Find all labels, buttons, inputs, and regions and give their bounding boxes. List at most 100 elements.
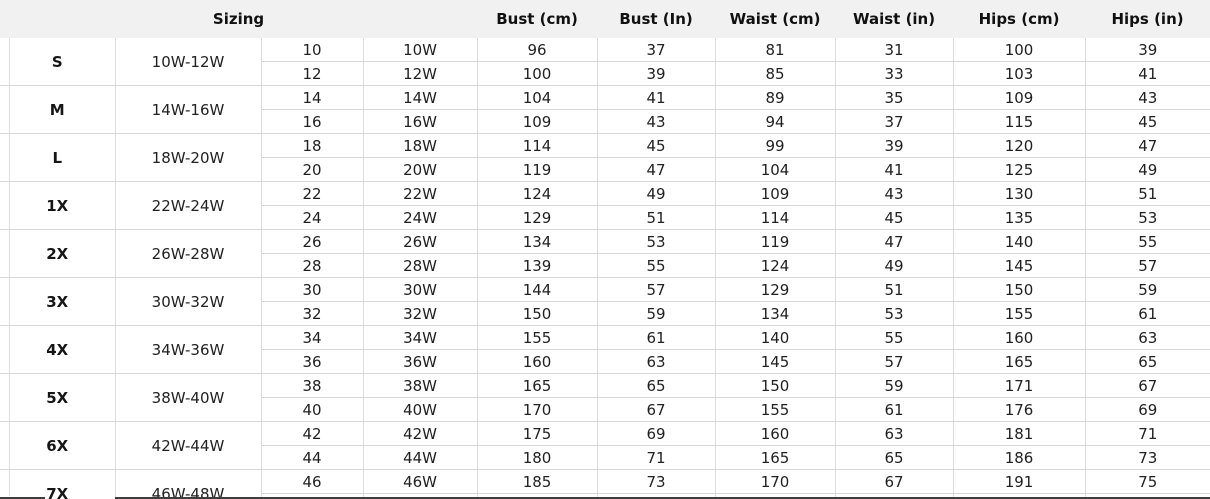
bust_cm-cell: 155 [477,325,598,350]
size-label-cell: 2X [0,229,116,278]
hips_cm-cell: 150 [953,277,1086,302]
waist_cm-cell: 114 [715,205,836,230]
table-row: 20 20W 119 47 104 41 125 49 [0,157,1210,182]
waist_in-cell: 37 [835,109,954,134]
size_w-cell: 46W [363,469,478,494]
waist_cm-cell: 89 [715,85,836,110]
size-label-cell: L [0,133,116,182]
table-row: 6X 42W-44W 42 42W 175 69 160 63 181 71 [0,421,1210,470]
size_number-cell: 30 [261,277,364,302]
size_number-cell: 34 [261,325,364,350]
waist_in-cell: 59 [835,373,954,398]
waist_in-cell: 65 [835,445,954,470]
waist_cm-cell: 165 [715,445,836,470]
waist_in-cell: 35 [835,85,954,110]
waist_cm-cell: 129 [715,277,836,302]
hips_in-cell: 73 [1085,445,1210,470]
size-label-cell: 3X [0,277,116,326]
hips_in-cell: 49 [1085,157,1210,182]
size-label-cell: 7X [0,469,116,499]
bust_in-cell: 55 [597,253,716,278]
hips_in-cell: 47 [1085,133,1210,158]
size_number-cell: 16 [261,109,364,134]
size_number-cell: 44 [261,445,364,470]
table-row: 2X 26W-28W 26 26W 134 53 119 47 140 55 [0,229,1210,278]
bust_in-cell: 61 [597,325,716,350]
size-range-cell: 38W-40W [115,373,262,422]
size_number-cell: 36 [261,349,364,374]
hips_cm-cell: 181 [953,421,1086,446]
waist_in-cell: 39 [835,133,954,158]
hips_in-cell: 67 [1085,373,1210,398]
size-label-cell: 5X [0,373,116,422]
table-row: 7X 46W-48W 46 46W 185 73 170 67 191 75 [0,469,1210,499]
hips_cm-cell: 140 [953,229,1086,254]
table-row: 36 36W 160 63 145 57 165 65 [0,349,1210,374]
size_w-cell: 32W [363,301,478,326]
size-range-cell: 34W-36W [115,325,262,374]
waist_cm-cell: 170 [715,469,836,494]
size_w-cell: 10W [363,38,478,62]
size-label-cell: 1X [0,181,116,230]
bust_in-cell: 71 [597,445,716,470]
column-header: Hips (in) [1085,0,1210,38]
waist_cm-cell: 94 [715,109,836,134]
header-row: Sizing Bust (cm) Bust (In) Waist (cm) Waist … [0,0,1210,38]
table-header: Sizing Bust (cm) Bust (In) Waist (cm) Waist … [0,0,1210,38]
bust_in-cell: 45 [597,133,716,158]
waist_in-cell: 31 [835,38,954,62]
hips_in-cell: 43 [1085,85,1210,110]
waist_cm-cell: 160 [715,421,836,446]
bust_cm-cell: 96 [477,38,598,62]
bust_cm-cell: 144 [477,277,598,302]
size_number-cell: 10 [261,38,364,62]
size_w-cell: 14W [363,85,478,110]
hips_in-cell: 65 [1085,349,1210,374]
bust_cm-cell: 160 [477,349,598,374]
size_w-cell: 28W [363,253,478,278]
size_w-cell: 44W [363,445,478,470]
size_w-cell: 26W [363,229,478,254]
bust_in-cell: 57 [597,277,716,302]
waist_in-cell: 63 [835,421,954,446]
size_w-cell: 24W [363,205,478,230]
size_number-cell: 14 [261,85,364,110]
size_number-cell: 12 [261,61,364,86]
table-row: 1X 22W-24W 22 22W 124 49 109 43 130 51 [0,181,1210,230]
hips_cm-cell: 191 [953,469,1086,494]
size_w-cell: 36W [363,349,478,374]
table-row: S 10W-12W 10 10W 96 37 81 31 100 39 [0,38,1210,86]
waist_cm-cell: 150 [715,373,836,398]
waist_in-cell: 45 [835,205,954,230]
size_number-cell: 24 [261,205,364,230]
bust_cm-cell: 139 [477,253,598,278]
waist_in-cell: 53 [835,301,954,326]
size_w-cell: 42W [363,421,478,446]
bust_cm-cell: 150 [477,301,598,326]
waist_in-cell: 55 [835,325,954,350]
waist_cm-cell: 140 [715,325,836,350]
table-body: S 10W-12W 10 10W 96 37 81 31 100 39 12 12W 100 39 85 33… [0,38,1210,499]
bust_in-cell: 67 [597,397,716,422]
column-header: Waist (cm) [715,0,836,38]
hips_cm-cell: 115 [953,109,1086,134]
size-label-cell: 6X [0,421,116,470]
size_w-cell: 38W [363,373,478,398]
waist_cm-cell: 124 [715,253,836,278]
hips_cm-cell: 145 [953,253,1086,278]
hips_cm-cell: 109 [953,85,1086,110]
bust_in-cell: 47 [597,157,716,182]
hips_in-cell: 63 [1085,325,1210,350]
bust_in-cell: 41 [597,85,716,110]
bust_in-cell: 59 [597,301,716,326]
table-row: 5X 38W-40W 38 38W 165 65 150 59 171 67 [0,373,1210,422]
waist_in-cell: 43 [835,181,954,206]
hips_in-cell: 41 [1085,61,1210,86]
table-row: 12 12W 100 39 85 33 103 41 [0,61,1210,86]
hips_cm-cell: 160 [953,325,1086,350]
bust_in-cell: 73 [597,469,716,494]
bust_cm-cell: 109 [477,109,598,134]
size_w-cell: 20W [363,157,478,182]
waist_cm-cell: 119 [715,229,836,254]
